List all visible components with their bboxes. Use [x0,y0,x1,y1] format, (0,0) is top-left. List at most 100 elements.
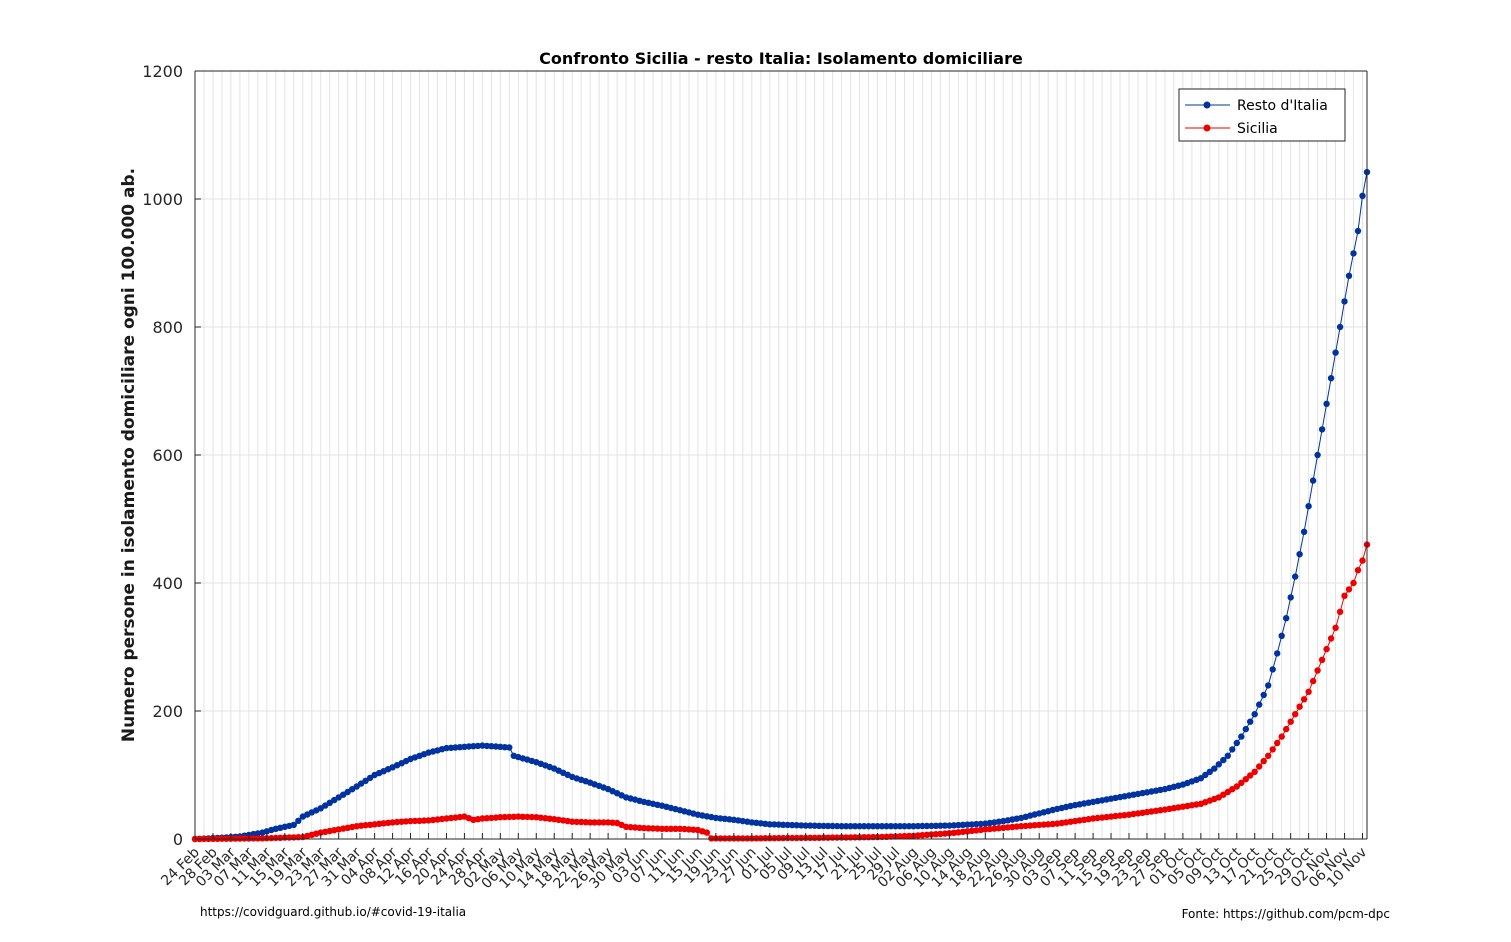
data-point [703,829,711,836]
data-point [407,817,414,825]
data-point [1238,733,1245,740]
data-point [928,822,935,830]
data-point [524,813,531,821]
data-point [506,744,513,751]
data-point [1314,451,1321,459]
data-point [1314,667,1321,674]
data-point [506,813,513,821]
data-point [1327,635,1335,642]
data-point [1215,761,1223,768]
data-point [780,834,787,842]
y-tick-label: 1000 [142,190,183,209]
data-point [717,835,724,842]
data-point [784,821,791,829]
data-point [735,835,742,842]
data-point [766,821,773,828]
legend: Resto d'Italia Sicilia [1178,88,1346,142]
data-point [411,817,419,825]
data-point [708,835,715,842]
data-point [721,835,729,842]
data-point [587,819,594,826]
data-point [510,813,517,820]
data-point [887,823,895,830]
data-point [1283,615,1290,622]
data-point [789,834,796,842]
data-point [1287,594,1294,601]
data-point [816,822,823,829]
data-point [1233,739,1241,747]
data-point [1247,718,1254,725]
data-point [1359,192,1366,199]
data-point [1309,677,1317,685]
data-point [910,823,917,830]
data-point [838,823,845,830]
data-point [842,823,850,830]
data-point [1274,739,1281,747]
y-tick-label: 400 [152,574,183,593]
data-point [501,813,508,821]
data-point [1242,776,1250,783]
data-point [640,824,648,832]
data-point [901,832,908,840]
data-point [1260,691,1267,699]
y-tick-label: 600 [152,446,183,465]
data-point [1197,775,1205,782]
data-point [780,821,787,828]
data-point [824,822,832,830]
data-point [1354,227,1362,235]
data-point [1332,624,1339,631]
data-point [856,823,863,830]
data-point [1332,349,1339,356]
data-point [1224,752,1232,759]
data-point [497,814,504,821]
data-point [959,821,967,828]
data-point [851,823,859,830]
data-point [905,823,913,830]
data-point [569,818,576,825]
data-point [1300,528,1308,535]
data-point [739,835,746,842]
data-point [1269,746,1276,753]
data-point [1345,586,1353,593]
legend-marker-resto [1203,101,1211,109]
data-point [578,818,585,826]
data-point [1305,503,1312,510]
data-point [1318,426,1326,433]
data-point [1211,765,1218,772]
data-point [1260,757,1267,765]
data-point [295,817,302,824]
data-point [1278,632,1285,639]
data-point [869,823,877,830]
data-point [528,813,535,821]
data-point [901,823,908,830]
data-point [793,834,800,842]
legend-box [1178,88,1346,142]
data-point [519,813,526,820]
data-point [847,823,854,830]
data-point [672,825,679,832]
data-point [1292,711,1299,718]
data-point [1251,711,1258,718]
data-point [1256,701,1263,708]
data-point [591,819,598,826]
chart-title: Confronto Sicilia - resto Italia: Isolam… [539,49,1023,68]
data-point [1300,696,1308,703]
data-point [1341,592,1348,599]
y-tick-label: 0 [173,830,183,849]
data-point [1283,725,1290,733]
data-point [667,825,675,832]
legend-label-sicilia: Sicilia [1237,121,1278,137]
data-point [1292,573,1299,580]
data-point [807,822,814,829]
data-point [1229,746,1236,753]
data-point [789,821,796,829]
data-point [1265,682,1272,689]
data-point [1359,557,1366,564]
data-point [1274,650,1281,657]
data-point [923,822,931,830]
data-point [1318,656,1326,663]
data-point [1202,771,1209,779]
legend-label-resto: Resto d'Italia [1237,98,1328,114]
